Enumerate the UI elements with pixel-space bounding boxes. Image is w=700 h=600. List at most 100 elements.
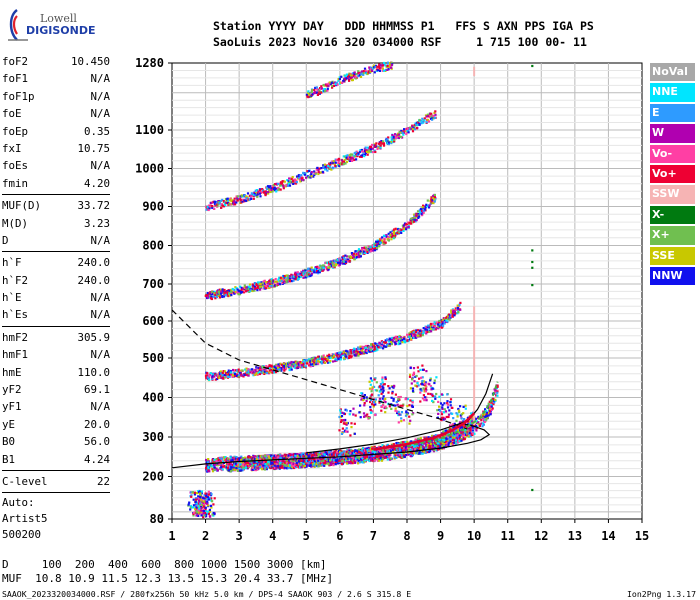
- echo-point: [239, 462, 242, 465]
- echo-point: [298, 456, 301, 459]
- echo-point: [225, 372, 228, 375]
- echo-point: [224, 376, 227, 379]
- echo-point: [459, 308, 462, 311]
- echo-point: [434, 434, 437, 437]
- echo-point: [205, 377, 208, 380]
- echo-point: [293, 366, 296, 369]
- echo-point: [242, 463, 245, 466]
- echo-point: [310, 358, 313, 361]
- echo-point: [324, 453, 327, 456]
- echo-point: [290, 273, 293, 276]
- echo-point: [281, 281, 284, 285]
- echo-point: [218, 372, 222, 376]
- echo-point: [290, 462, 293, 465]
- echo-point: [209, 291, 212, 294]
- echo-point: [332, 360, 335, 363]
- echo-point: [226, 371, 229, 374]
- echo-point: [445, 438, 448, 441]
- param-name: C-level: [2, 474, 48, 488]
- echo-point: [451, 315, 454, 318]
- echo-point: [443, 322, 446, 325]
- echo-point: [292, 275, 295, 278]
- echo-point: [287, 454, 290, 457]
- echo-point: [471, 422, 474, 425]
- echo-point: [229, 470, 233, 473]
- echo-point: [211, 290, 214, 293]
- param-name: yF1: [2, 400, 22, 414]
- param-value: 240.0: [77, 273, 110, 287]
- echo-point: [446, 317, 449, 321]
- param-value: 56.0: [83, 435, 110, 449]
- echo-point: [453, 314, 456, 317]
- echo-point: [345, 451, 349, 454]
- echo-point: [221, 373, 224, 376]
- echo-point: [256, 454, 259, 458]
- echo-point: [253, 373, 257, 376]
- echo-point: [376, 455, 379, 458]
- echo-point: [208, 378, 211, 381]
- echo-point: [456, 306, 459, 309]
- echo-point: [317, 360, 320, 363]
- echo-point: [266, 281, 269, 284]
- echo-point: [466, 434, 469, 437]
- echo-point: [354, 354, 357, 357]
- echo-point: [238, 290, 241, 293]
- echo-point: [327, 361, 330, 364]
- echo-point: [360, 456, 363, 459]
- echo-point: [346, 350, 349, 353]
- x-tick-label: 3: [236, 529, 243, 543]
- param-name: hmE: [2, 365, 22, 379]
- echo-point: [466, 431, 469, 434]
- echo-point: [274, 366, 277, 369]
- echo-point: [346, 453, 349, 456]
- echo-point: [228, 462, 231, 465]
- echo-point: [265, 458, 269, 461]
- echo-point: [339, 358, 342, 361]
- echo-point: [408, 333, 411, 336]
- echo-point: [444, 429, 448, 432]
- echo-point: [280, 369, 283, 372]
- echo-point: [288, 464, 292, 467]
- echo-point: [386, 343, 389, 347]
- echo-point: [256, 289, 259, 292]
- echo-point: [278, 467, 281, 470]
- echo-point: [386, 448, 389, 451]
- echo-point: [467, 435, 470, 438]
- echo-point: [301, 452, 305, 455]
- echo-point: [420, 444, 423, 447]
- echo-point: [392, 443, 396, 446]
- param-value: N/A: [90, 233, 110, 247]
- echo-point: [348, 354, 351, 357]
- echo-point: [325, 451, 328, 454]
- echo-point: [338, 454, 341, 457]
- echo-point: [403, 455, 406, 458]
- echo-point: [277, 366, 280, 369]
- echo-point: [240, 467, 243, 470]
- echo-point: [395, 456, 398, 459]
- echo-point: [339, 457, 342, 461]
- echo-point: [215, 467, 218, 470]
- echo-point: [486, 416, 489, 419]
- echo-point: [469, 428, 472, 431]
- echo-point: [282, 362, 285, 365]
- echo-point: [393, 446, 397, 450]
- echo-point: [305, 362, 309, 365]
- echo-point: [219, 292, 223, 295]
- echo-point: [381, 451, 384, 454]
- echo-point: [336, 451, 339, 454]
- echo-point: [457, 436, 460, 439]
- echo-point: [369, 450, 372, 453]
- echo-point: [434, 328, 437, 331]
- echo-point: [211, 461, 214, 464]
- echo-point: [382, 450, 385, 453]
- echo-point: [450, 437, 453, 440]
- param-value: N/A: [90, 308, 110, 322]
- echo-point: [302, 462, 305, 465]
- echo-point: [403, 337, 406, 340]
- echo-point: [371, 447, 374, 450]
- echo-point: [285, 274, 288, 277]
- echo-point: [319, 464, 322, 467]
- echo-point: [364, 349, 367, 352]
- echo-point: [310, 459, 313, 462]
- echo-point: [399, 449, 402, 452]
